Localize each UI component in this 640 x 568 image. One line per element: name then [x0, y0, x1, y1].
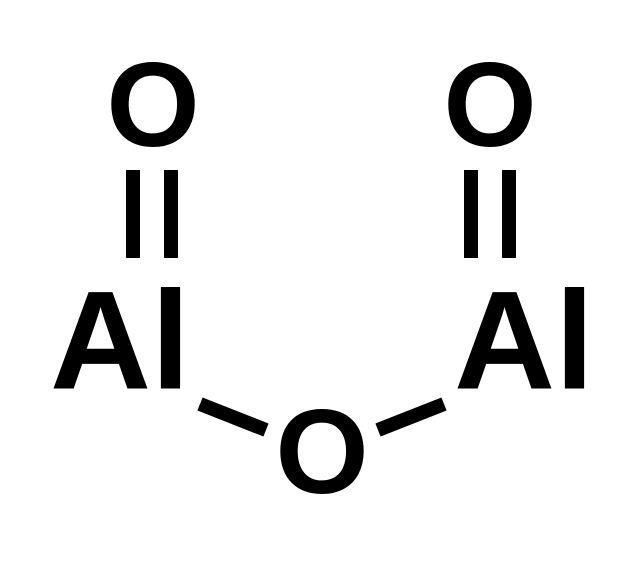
atom-O2: O — [443, 38, 536, 172]
atom-O3: O — [275, 385, 368, 519]
atom-Al1: Al — [50, 262, 190, 419]
bond-single — [378, 404, 444, 430]
bond-single — [200, 404, 266, 430]
atom-O1: O — [106, 38, 199, 172]
molecule-diagram: O O Al Al O — [0, 0, 640, 568]
atom-Al2: Al — [454, 262, 594, 419]
